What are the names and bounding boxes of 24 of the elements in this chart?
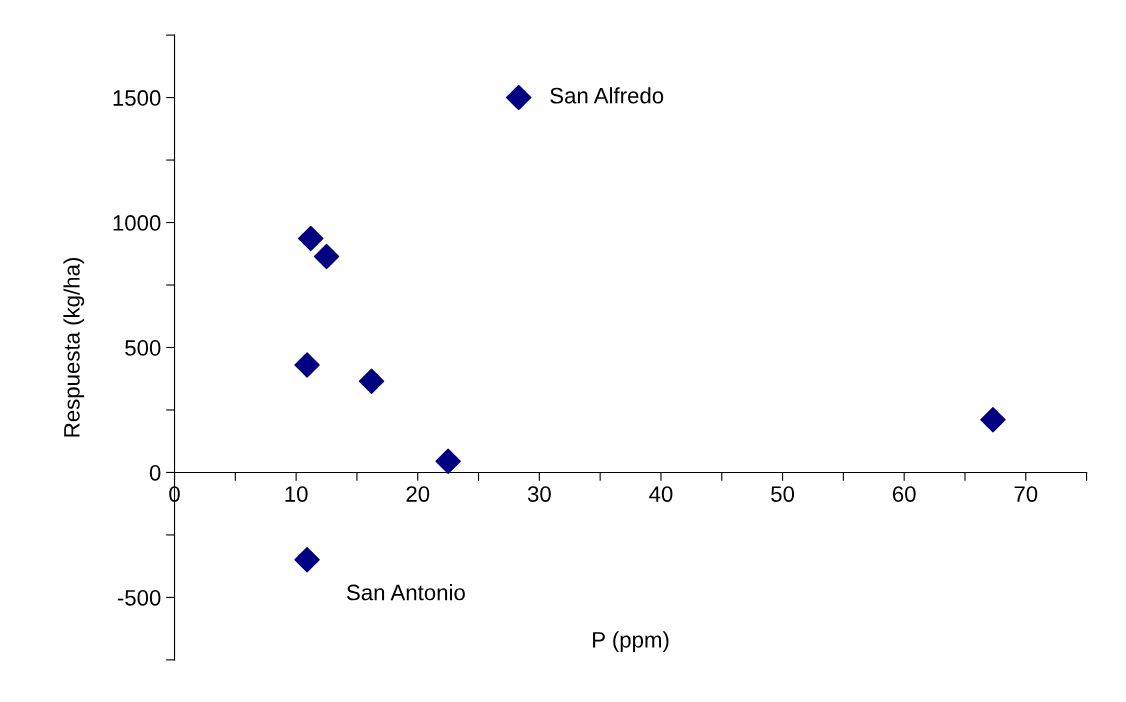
x-tick-label: 50	[771, 486, 795, 502]
x-tick-label: 30	[527, 486, 551, 502]
y-tick-label: 500	[125, 340, 161, 356]
y-tick-label: -500	[117, 589, 161, 606]
y-tick-label: 0	[149, 464, 161, 481]
x-tick-label: 70	[1014, 486, 1038, 502]
y-tick-label: 1500	[113, 90, 161, 106]
point	[313, 243, 340, 270]
x-axis-title: P (ppm)	[593, 631, 669, 653]
x-tick-label: 10	[285, 486, 308, 502]
x-tick-label: 60	[892, 486, 916, 502]
y-tick-label: 1000	[113, 215, 161, 231]
point	[298, 225, 324, 252]
annotation: San Antonio	[346, 584, 465, 601]
y-axis-title: Respuesta (kg/ha)	[63, 258, 85, 437]
point	[980, 406, 1006, 433]
point	[505, 84, 532, 111]
point	[435, 448, 461, 474]
x-tick-label: 40	[649, 486, 673, 502]
point	[294, 546, 320, 573]
x-tick-label: 20	[406, 486, 430, 502]
annotation: San Alfredo	[550, 87, 664, 104]
point	[358, 368, 385, 394]
point	[294, 352, 320, 378]
